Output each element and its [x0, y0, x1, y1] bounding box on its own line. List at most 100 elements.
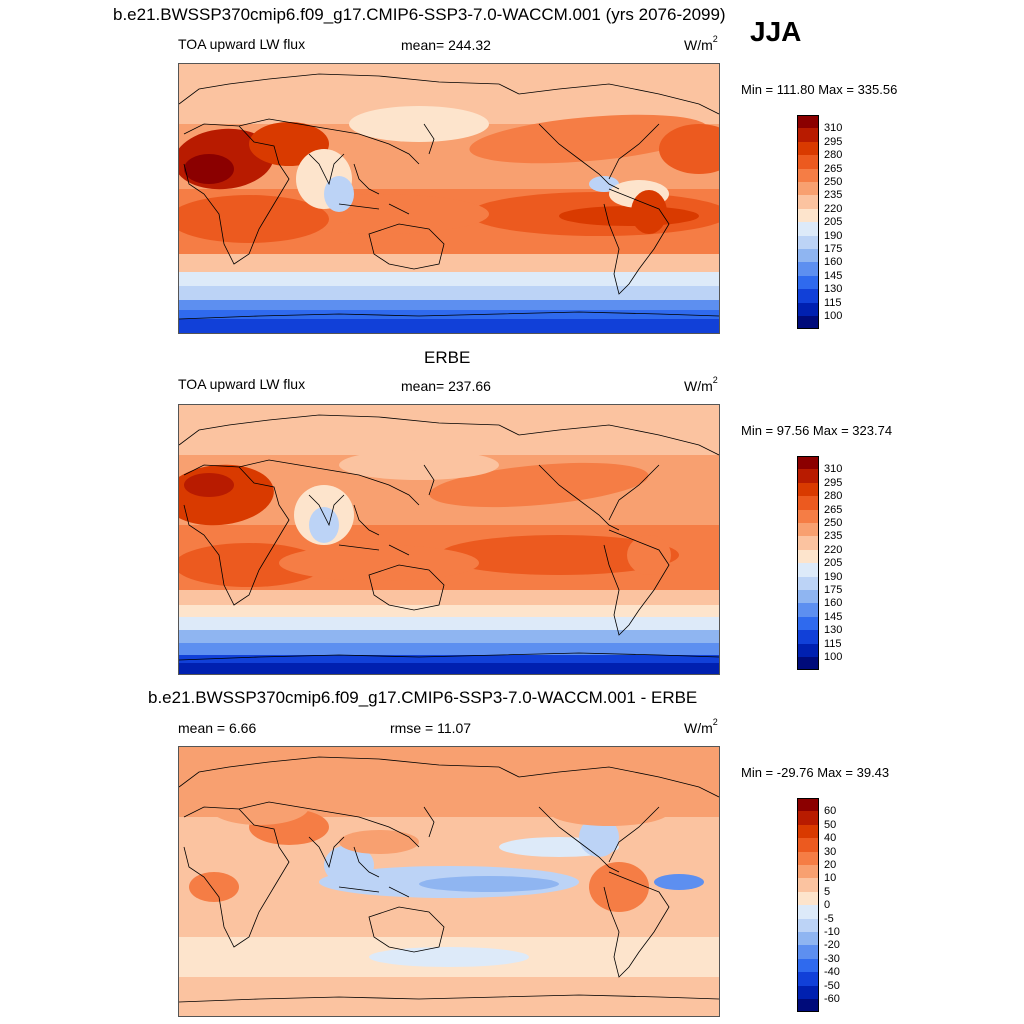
panel1-units: W/m2: [684, 34, 718, 53]
coastline-path: [353, 504, 380, 536]
colorbar-tick-label: 205: [824, 216, 843, 229]
coastline-path: [338, 203, 410, 215]
colorbar-tick-label: 20: [824, 859, 837, 871]
panel3-map: [178, 746, 720, 1017]
panel2-units: W/m2: [684, 375, 718, 394]
plot-title: b.e21.BWSSP370cmip6.f09_g17.CMIP6-SSP3-7…: [113, 5, 726, 24]
coastline-path: [603, 188, 670, 295]
colorbar-tick-label: 265: [824, 162, 843, 175]
colorbar-tick-label: 160: [824, 597, 843, 610]
colorbar-tick-label: -10: [824, 926, 840, 938]
coastline-path: [183, 806, 290, 948]
panel1-mean-label: mean= 244.32: [401, 37, 491, 53]
panel3-rmse-label: rmse = 11.07: [390, 720, 472, 736]
colorbar-tick-label: 175: [824, 243, 843, 255]
colorbar-tick-label: 280: [824, 149, 843, 162]
coastline-path: [518, 766, 719, 798]
coastline-path: [179, 73, 520, 105]
colorbar-tick-label: 220: [824, 202, 843, 215]
colorbar-tick-label: 115: [824, 296, 842, 309]
colorbar-tick-label: -40: [824, 966, 840, 979]
colorbar-tick-label: 190: [824, 570, 843, 583]
colorbar-tick-label: 235: [824, 530, 843, 543]
coastline-path: [518, 424, 719, 456]
coastline-path: [608, 123, 660, 180]
panel3-mean-label: mean = 6.66: [178, 720, 257, 736]
coastline-path: [338, 886, 410, 898]
panel1-variable-label: TOA upward LW flux: [178, 36, 306, 52]
coastline-path: [179, 756, 520, 788]
panel3-heading: b.e21.BWSSP370cmip6.f09_g17.CMIP6-SSP3-7…: [148, 688, 698, 707]
colorbar-tick-label: -30: [824, 952, 840, 965]
colorbar-frame: [797, 798, 819, 1013]
coastline-path: [368, 223, 445, 270]
panel2-minmax: Min = 97.56 Max = 323.74: [741, 423, 893, 438]
colorbar-frame: [797, 115, 819, 330]
coastline-path: [423, 464, 435, 496]
colorbar-tick-label: 0: [824, 899, 831, 912]
coastline-path: [538, 123, 620, 190]
colorbar-tick-label: 50: [824, 818, 837, 831]
colorbar-tick-label: 130: [824, 624, 843, 637]
panel3-minmax: Min = -29.76 Max = 39.43: [741, 765, 890, 780]
colorbar-tick-label: 250: [824, 176, 843, 188]
coastline-path: [603, 529, 670, 636]
colorbar-tick-label: 30: [824, 845, 837, 858]
colorbar-tick-label: 115: [824, 637, 842, 650]
colorbar-tick-label: -50: [824, 979, 840, 992]
coastline-path: [308, 153, 345, 186]
colorbar-tick-label: 130: [824, 283, 843, 296]
colorbar-tick-label: 145: [824, 610, 843, 623]
coastline-path: [183, 464, 290, 606]
coastline-path: [518, 83, 719, 115]
coastline-path: [238, 459, 420, 506]
panel2-heading: ERBE: [424, 348, 471, 367]
colorbar-tick-label: 310: [824, 463, 843, 476]
panel1-minmax: Min = 111.80 Max = 335.56: [741, 82, 898, 97]
coastline-path: [179, 652, 719, 661]
panel2-variable-label: TOA upward LW flux: [178, 376, 306, 392]
coastline-path: [179, 994, 719, 1003]
panel3-units: W/m2: [684, 717, 718, 736]
colorbar-tick-label: 10: [824, 872, 837, 885]
coastline-path: [603, 871, 670, 978]
colorbar-tick-label: 40: [824, 832, 837, 845]
coastline-outlines: [179, 756, 719, 1003]
coastline-path: [308, 494, 345, 527]
colorbar-tick-label: 220: [824, 543, 843, 556]
coastline-outlines: [179, 414, 719, 661]
coastline-outlines: [179, 73, 719, 320]
colorbar-tick-label: -20: [824, 939, 840, 952]
colorbar-tick-label: 100: [824, 310, 843, 322]
coastline-path: [308, 836, 345, 869]
coastline-path: [353, 846, 380, 878]
coastline-path: [338, 544, 410, 556]
colorbar-tick-label: 310: [824, 122, 843, 135]
colorbar-tick-label: 160: [824, 256, 843, 269]
coastline-path: [353, 163, 380, 195]
colorbar-tick-label: -5: [824, 912, 834, 925]
panel1-map: [178, 63, 720, 334]
colorbar-tick-label: 265: [824, 503, 843, 516]
colorbar-tick-label: 145: [824, 269, 843, 282]
colorbar-tick-label: 295: [824, 135, 843, 148]
colorbar-tick-label: 205: [824, 557, 843, 570]
coastline-path: [538, 464, 620, 531]
coastline-path: [238, 801, 420, 848]
colorbar-tick-label: -60: [824, 993, 840, 1005]
coastline-path: [368, 564, 445, 611]
colorbar-tick-label: 190: [824, 229, 843, 242]
colorbar-tick-label: 60: [824, 805, 837, 818]
coastline-path: [423, 806, 435, 838]
coastline-path: [608, 806, 660, 863]
colorbar-tick-label: 235: [824, 189, 843, 202]
coastline-path: [368, 906, 445, 953]
coastline-path: [179, 414, 520, 446]
colorbar-tick-label: 5: [824, 885, 831, 898]
colorbar-tick-label: 280: [824, 490, 843, 503]
colorbar-tick-label: 295: [824, 476, 843, 489]
coastline-path: [179, 311, 719, 320]
colorbar-frame: [797, 456, 819, 671]
coastline-path: [538, 806, 620, 873]
colorbar-tick-label: 175: [824, 584, 843, 596]
